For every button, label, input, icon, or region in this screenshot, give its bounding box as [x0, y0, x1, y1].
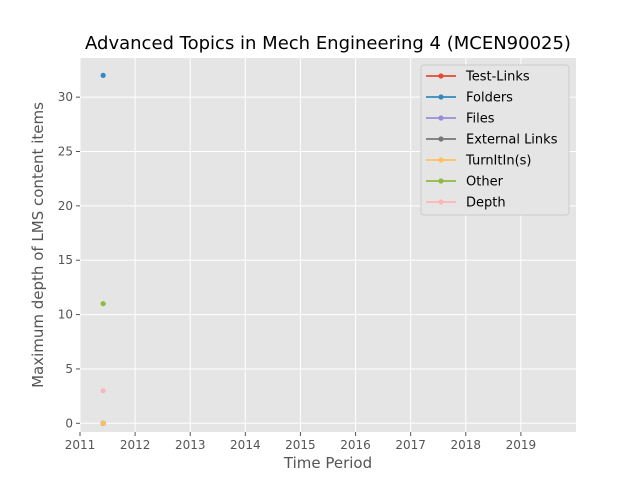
- legend-label: TurnItIn(s): [465, 154, 531, 169]
- x-tick-label: 2014: [230, 438, 261, 452]
- legend-item: External Links: [426, 133, 558, 148]
- legend-item: Test-Links: [426, 70, 530, 85]
- legend-marker: [438, 94, 444, 100]
- legend-label: Other: [466, 175, 504, 190]
- y-tick-label: 20: [58, 199, 73, 213]
- y-tick-label: 15: [58, 253, 73, 267]
- legend-items: Test-Links Folders Files External Links Turn…: [426, 70, 558, 211]
- data-point: [100, 72, 106, 78]
- data-point: [100, 420, 106, 426]
- legend-label: Files: [466, 112, 495, 127]
- x-axis-label: Time Period: [283, 454, 372, 472]
- y-axis-label: Maximum depth of LMS content items: [29, 102, 47, 388]
- legend-item: Other: [426, 175, 504, 190]
- legend-marker: [438, 73, 444, 79]
- y-tick-label: 30: [58, 90, 73, 104]
- series-depth: [100, 388, 106, 394]
- legend-label: External Links: [466, 133, 558, 148]
- legend-marker: [438, 199, 444, 205]
- series-turnitin-s: [100, 420, 106, 426]
- legend-marker: [438, 178, 444, 184]
- legend-label: Folders: [466, 91, 513, 106]
- x-tick-label: 2018: [451, 438, 482, 452]
- legend-item: TurnItIn(s): [426, 154, 531, 169]
- y-tick-label: 25: [58, 145, 73, 159]
- series-other: [100, 301, 106, 307]
- x-tick-label: 2011: [65, 438, 96, 452]
- y-tick-label: 10: [58, 308, 73, 322]
- legend-label: Test-Links: [465, 70, 530, 85]
- legend-item: Depth: [426, 196, 506, 211]
- x-tick-label: 2013: [175, 438, 206, 452]
- legend-marker: [438, 136, 444, 142]
- x-tick-label: 2015: [285, 438, 316, 452]
- legend: Test-Links Folders Files External Links Turn…: [420, 64, 570, 216]
- legend-box: [420, 64, 570, 216]
- legend-marker: [438, 157, 444, 163]
- y-tick-label: 0: [65, 416, 73, 430]
- legend-marker: [438, 115, 444, 121]
- chart-title: Advanced Topics in Mech Engineering 4 (M…: [85, 33, 571, 54]
- axis-ticks: 2011 2012 2013 2014 2015 2016 2017 2018 20190510…: [58, 90, 536, 452]
- data-point: [100, 301, 106, 307]
- x-tick-label: 2017: [395, 438, 426, 452]
- x-tick-label: 2019: [506, 438, 537, 452]
- x-tick-label: 2012: [120, 438, 151, 452]
- legend-item: Folders: [426, 91, 513, 106]
- legend-item: Files: [426, 112, 495, 127]
- x-tick-label: 2016: [340, 438, 371, 452]
- series-folders: [100, 72, 106, 78]
- y-tick-label: 5: [65, 362, 73, 376]
- data-point: [100, 388, 106, 394]
- legend-label: Depth: [466, 196, 506, 211]
- series-points: [100, 72, 106, 426]
